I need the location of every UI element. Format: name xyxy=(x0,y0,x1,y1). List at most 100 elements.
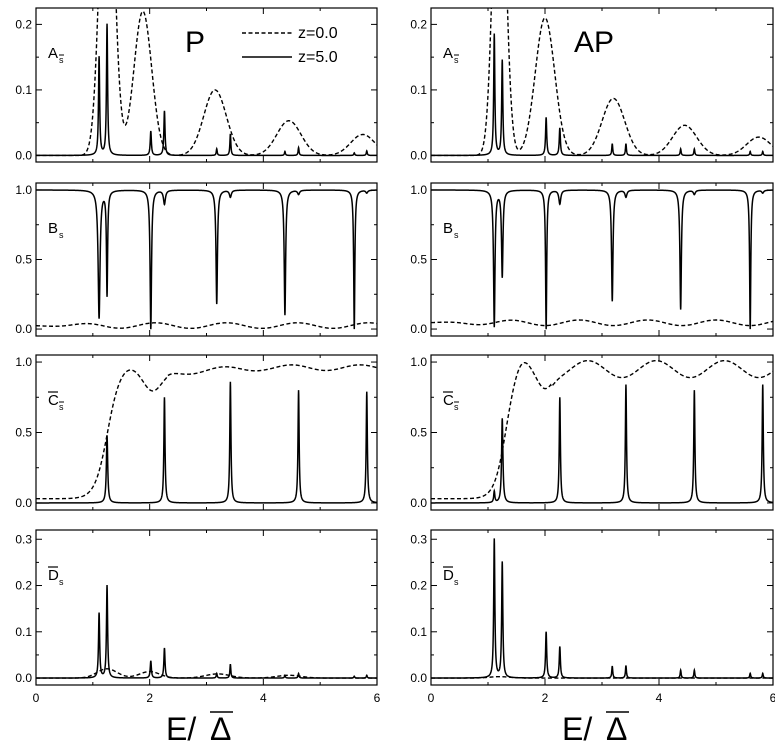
x-tick-label: 4 xyxy=(656,691,663,705)
y-tick-label: 0.0 xyxy=(15,148,32,162)
series-line-z5 xyxy=(36,189,377,330)
panel-d-ap: 0.0 0.1 0.2 0.3 0 2 4 6 D s xyxy=(410,529,775,705)
y-tick-label: 0.0 xyxy=(410,322,427,336)
plot-frame xyxy=(430,182,774,337)
legend-label: z=0.0 xyxy=(298,25,338,42)
y-tick-label: 0.0 xyxy=(15,322,32,336)
y-tick-label: 1.0 xyxy=(410,183,427,197)
panel-label-sub: s xyxy=(59,402,64,412)
plot-frame xyxy=(35,354,378,511)
x-axis-title-left: E/ Δ xyxy=(166,711,233,747)
x-axis-title-left-main: E/ xyxy=(166,711,196,747)
series-group xyxy=(431,8,773,157)
y-tick-label: 0.0 xyxy=(410,148,427,162)
panel-label-letter: B xyxy=(48,220,58,237)
series-line-z5 xyxy=(36,585,377,679)
series-group xyxy=(431,538,773,679)
y-tick-label: 0.5 xyxy=(410,253,427,267)
plot-frame xyxy=(35,529,378,686)
panel-d-p: 0.0 0.1 0.2 0.3 0 2 4 6 D s xyxy=(15,529,381,705)
y-tick-label: 0.2 xyxy=(15,579,32,593)
series-line-z0 xyxy=(36,364,377,500)
plot-frame xyxy=(430,529,774,686)
panel-label-letter: D xyxy=(443,567,454,584)
y-tick-label: 0.0 xyxy=(15,496,32,510)
x-tick-label: 2 xyxy=(542,691,549,705)
series-line-z0 xyxy=(431,319,773,327)
y-tick-label: 0.2 xyxy=(15,17,32,31)
y-tick-label: 1.0 xyxy=(410,355,427,369)
plot-frame xyxy=(35,182,378,337)
panel-b-ap: 0.0 0.5 1.0 B s xyxy=(410,182,774,337)
y-tick-label: 0.1 xyxy=(15,625,32,639)
series-group xyxy=(36,364,377,504)
panel-a-p: 0.0 0.1 0.2 A s P z=0.0 z=5.0 xyxy=(15,7,378,163)
panel-label-sub: s xyxy=(59,230,64,240)
series-group xyxy=(36,189,377,330)
panel-label-letter: C xyxy=(443,392,454,409)
y-tick-label: 0.2 xyxy=(410,579,427,593)
y-tick-label: 0.0 xyxy=(410,496,427,510)
x-tick-label: 0 xyxy=(33,691,40,705)
y-tick-label: 1.0 xyxy=(15,183,32,197)
y-tick-label: 0.1 xyxy=(410,83,427,97)
plot-frame xyxy=(430,354,774,511)
series-line-z0 xyxy=(36,668,377,679)
x-axis-title-right-main: E/ xyxy=(562,711,592,747)
series-line-z5 xyxy=(431,33,773,157)
y-tick-label: 0.1 xyxy=(15,83,32,97)
y-tick-label: 0.1 xyxy=(410,625,427,639)
series-line-z0 xyxy=(36,8,377,157)
y-tick-label: 0.5 xyxy=(410,426,427,440)
x-tick-label: 2 xyxy=(146,691,153,705)
series-group xyxy=(431,189,773,330)
series-line-z5 xyxy=(431,538,773,679)
y-tick-label: 0.3 xyxy=(410,532,427,546)
panel-label-letter: B xyxy=(443,220,453,237)
series-line-z5 xyxy=(36,381,377,504)
series-group xyxy=(36,585,377,679)
panel-label-sub: s xyxy=(454,402,459,412)
series-group xyxy=(431,359,773,504)
panel-label-sub: s xyxy=(59,577,64,587)
y-tick-label: 0.5 xyxy=(15,253,32,267)
column-label: AP xyxy=(574,26,614,59)
x-tick-label: 4 xyxy=(260,691,267,705)
series-group xyxy=(36,8,377,157)
panel-label-sub: s xyxy=(454,577,459,587)
panel-label-sub: s xyxy=(454,230,459,240)
y-tick-label: 1.0 xyxy=(15,355,32,369)
series-line-z5 xyxy=(431,384,773,504)
series-line-z0 xyxy=(431,359,773,500)
legend: z=0.0 z=5.0 xyxy=(242,25,338,66)
panel-c-ap: 0.0 0.5 1.0 C s xyxy=(410,354,774,511)
panel-label-letter: A xyxy=(443,45,453,62)
panels: 0.00.10.2A sP z=0.0z=5.00.00.10.2A sAP0.00.… xyxy=(15,7,775,705)
x-tick-label: 6 xyxy=(374,691,381,705)
panel-a-ap: 0.0 0.1 0.2 A s AP xyxy=(410,7,774,163)
panel-label-letter: D xyxy=(48,567,59,584)
y-tick-label: 0.3 xyxy=(15,532,32,546)
panel-b-p: 0.0 0.5 1.0 B s xyxy=(15,182,378,337)
column-label: P xyxy=(185,26,205,59)
y-tick-label: 0.5 xyxy=(15,426,32,440)
x-axis-title-left-delta: Δ xyxy=(210,711,231,747)
panel-label-letter: C xyxy=(48,392,59,409)
panel-label-sub: s xyxy=(59,55,64,65)
x-axis-title-right: E/ Δ xyxy=(562,711,629,747)
series-line-z5 xyxy=(36,23,377,157)
panel-label-sub: s xyxy=(454,55,459,65)
y-tick-label: 0.0 xyxy=(15,671,32,685)
x-axis-title-right-delta: Δ xyxy=(606,711,627,747)
panel-c-p: 0.0 0.5 1.0 C s xyxy=(15,354,378,511)
x-tick-label: 0 xyxy=(428,691,435,705)
series-line-z5 xyxy=(431,189,773,330)
panel-label-letter: A xyxy=(48,45,58,62)
series-line-z0 xyxy=(431,8,773,157)
y-tick-label: 0.2 xyxy=(410,17,427,31)
x-tick-label: 6 xyxy=(770,691,775,705)
y-tick-label: 0.0 xyxy=(410,671,427,685)
series-line-z0 xyxy=(36,322,377,330)
legend-label: z=5.0 xyxy=(298,49,338,66)
